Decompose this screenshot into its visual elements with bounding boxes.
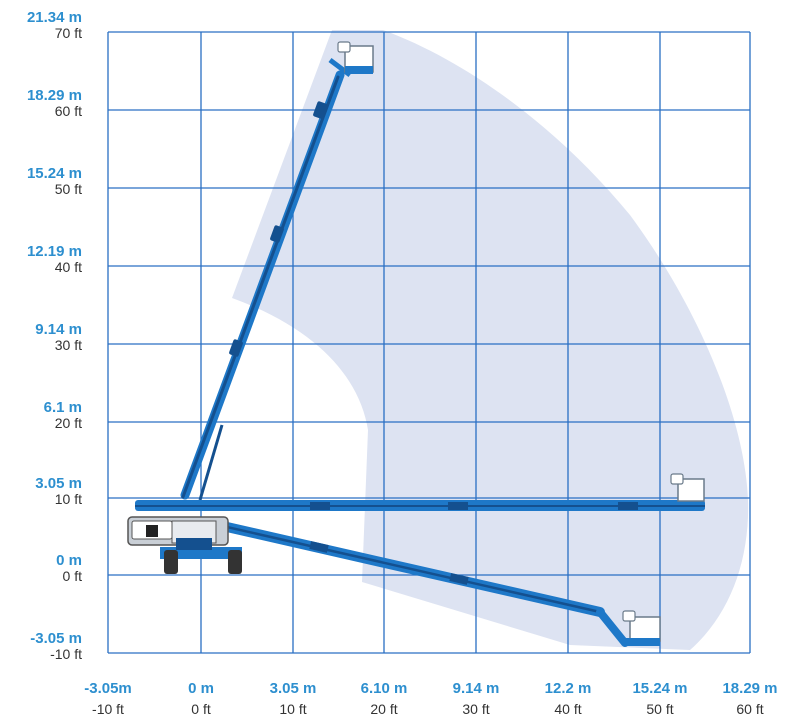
x-axis-labels: -3.05m -10 ft 0 m 0 ft 3.05 m 10 ft 6.10 m 20 f…	[84, 680, 777, 717]
y-axis-labels: 21.34 m70 ft 18.29 m60 ft 15.24 m50 ft 12.1…	[27, 9, 82, 662]
y-tick-label-m: -3.05 m	[30, 630, 82, 647]
y-tick-label-ft: 30 ft	[55, 337, 82, 353]
y-tick-label-ft: 10 ft	[55, 491, 82, 507]
y-tick-label-m: 12.19 m	[27, 243, 82, 260]
y-tick-label-ft: 0 ft	[63, 568, 83, 584]
platform-horizontal	[670, 473, 705, 502]
boom-vertical	[180, 58, 352, 501]
x-tick-label-m: 15.24 m	[632, 680, 687, 697]
x-tick-label-m: 18.29 m	[722, 680, 777, 697]
x-tick-label-m: 3.05 m	[270, 680, 317, 697]
y-tick-label-ft: 40 ft	[55, 259, 82, 275]
x-tick-label-ft: 0 ft	[191, 701, 211, 717]
x-tick-label-ft: 60 ft	[736, 701, 763, 717]
x-tick-label-m: 9.14 m	[453, 680, 500, 697]
boom-below	[200, 517, 629, 647]
y-tick-label-ft: 50 ft	[55, 181, 82, 197]
x-tick-label-ft: 50 ft	[646, 701, 673, 717]
y-tick-label-ft: 60 ft	[55, 103, 82, 119]
y-tick-label-m: 0 m	[56, 552, 82, 569]
x-tick-label-m: 6.10 m	[361, 680, 408, 697]
x-tick-label-ft: 20 ft	[370, 701, 397, 717]
x-tick-label-ft: 10 ft	[279, 701, 306, 717]
y-tick-label-ft: 20 ft	[55, 415, 82, 431]
x-tick-label-ft: -10 ft	[92, 701, 124, 717]
y-tick-label-m: 18.29 m	[27, 87, 82, 104]
y-tick-label-m: 21.34 m	[27, 9, 82, 26]
y-tick-label-ft: -10 ft	[50, 646, 82, 662]
boom-lift-machine	[127, 41, 705, 647]
y-tick-label-m: 15.24 m	[27, 165, 82, 182]
y-tick-label-m: 9.14 m	[35, 321, 82, 338]
y-tick-label-ft: 70 ft	[55, 25, 82, 41]
platform-below	[622, 610, 661, 646]
x-tick-label-m: 0 m	[188, 680, 214, 697]
x-tick-label-m: 12.2 m	[545, 680, 592, 697]
chassis	[127, 516, 242, 574]
boom-horizontal	[135, 500, 705, 511]
x-tick-label-ft: 40 ft	[554, 701, 581, 717]
x-tick-label-ft: 30 ft	[462, 701, 489, 717]
platform-top	[337, 41, 374, 74]
y-tick-label-m: 3.05 m	[35, 475, 82, 492]
x-tick-label-m: -3.05m	[84, 680, 132, 697]
working-envelope	[232, 30, 749, 650]
y-tick-label-m: 6.1 m	[44, 399, 82, 416]
